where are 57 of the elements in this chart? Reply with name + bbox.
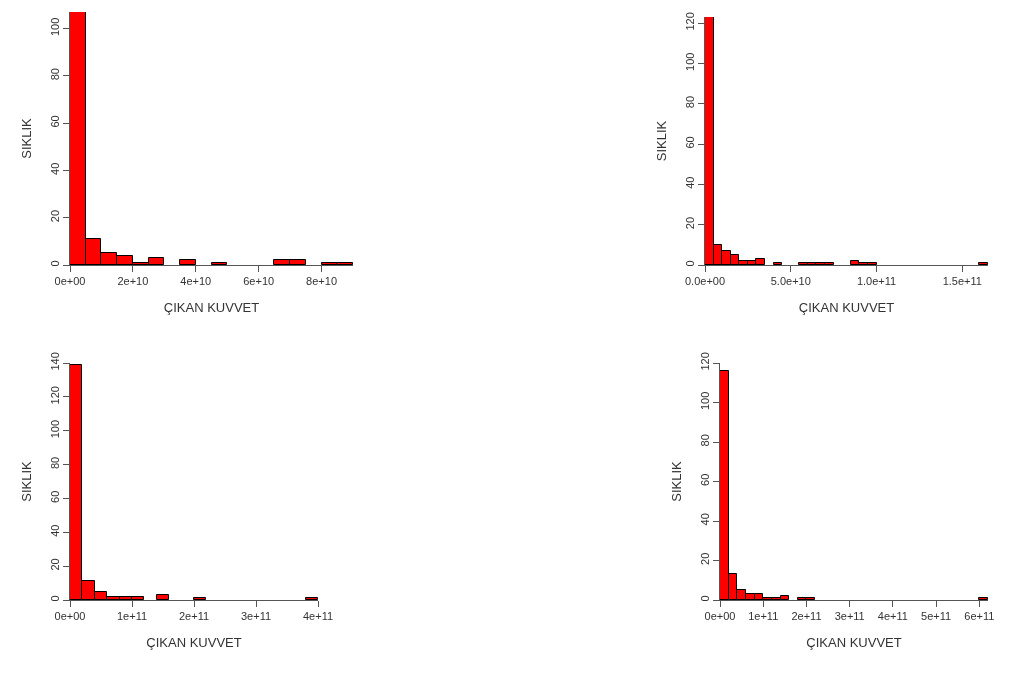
y-tick-label: 80 bbox=[48, 68, 61, 81]
y-tick-label: 120 bbox=[48, 386, 61, 405]
x-tick-label: 1.5e+11 bbox=[942, 275, 982, 288]
y-tick-label: 60 bbox=[48, 490, 61, 503]
x-tick-label: 0.0e+00 bbox=[684, 275, 726, 288]
x-tick-label: 0e+00 bbox=[54, 275, 86, 288]
y-tick-label: 0 bbox=[698, 595, 711, 602]
y-tick-label: 80 bbox=[698, 434, 711, 447]
x-tick-label: 0e+00 bbox=[704, 610, 736, 623]
x-tick-label: 1.0e+11 bbox=[856, 275, 897, 288]
y-tick-label: 100 bbox=[48, 419, 61, 439]
y-tick-label: 40 bbox=[48, 524, 61, 537]
y-tick-label: 40 bbox=[48, 162, 61, 175]
y-tick-label: 40 bbox=[698, 513, 711, 526]
x-axis-title: ÇIKAN KUVVET bbox=[798, 299, 895, 315]
y-tick-label: 80 bbox=[683, 95, 696, 109]
x-tick-label: 5.0e+10 bbox=[770, 275, 811, 288]
x-tick-label: 4e+11 bbox=[877, 610, 908, 623]
y-tick-label: 0 bbox=[683, 260, 696, 267]
x-tick-label: 2e+11 bbox=[791, 610, 822, 623]
y-tick-label: 60 bbox=[683, 136, 696, 149]
y-tick-label: 60 bbox=[48, 115, 61, 128]
y-tick-label: 80 bbox=[48, 456, 61, 470]
x-tick-label: 1e+11 bbox=[116, 610, 148, 623]
x-tick-label: 3e+11 bbox=[834, 610, 865, 623]
x-tick-label: 5e+11 bbox=[921, 610, 952, 623]
y-tick-label: 100 bbox=[698, 391, 711, 411]
y-tick-label: 140 bbox=[48, 352, 61, 371]
y-tick-label: 100 bbox=[48, 17, 61, 37]
y-tick-label: 20 bbox=[698, 552, 711, 565]
x-tick-label: 4e+10 bbox=[180, 275, 212, 288]
x-tick-label: 0e+00 bbox=[54, 610, 86, 623]
x-axis-title: ÇIKAN KUVVET bbox=[806, 634, 902, 650]
y-axis-title: SIKLIK bbox=[18, 117, 34, 159]
y-tick-label: 20 bbox=[48, 209, 61, 223]
y-tick-label: 0 bbox=[48, 260, 61, 267]
y-tick-label: 60 bbox=[698, 473, 711, 486]
y-tick-label: 20 bbox=[683, 216, 696, 230]
x-tick-label: 2e+11 bbox=[178, 610, 210, 623]
y-tick-label: 120 bbox=[683, 12, 696, 31]
x-tick-label: 6e+10 bbox=[243, 275, 275, 288]
y-tick-label: 40 bbox=[683, 176, 696, 189]
y-axis-title: SIKLIK bbox=[653, 120, 669, 162]
y-tick-label: 0 bbox=[48, 595, 61, 602]
y-tick-label: 120 bbox=[698, 352, 711, 371]
x-axis-title: ÇIKAN KUVVET bbox=[146, 634, 242, 650]
x-tick-label: 1e+11 bbox=[748, 610, 779, 623]
x-tick-label: 8e+10 bbox=[306, 275, 338, 288]
y-axis-title: SIKLIK bbox=[18, 460, 34, 502]
y-tick-label: 20 bbox=[48, 558, 61, 571]
x-tick-label: 3e+11 bbox=[240, 610, 272, 623]
x-axis-title: ÇIKAN KUVVET bbox=[163, 299, 260, 315]
y-tick-label: 100 bbox=[683, 52, 696, 71]
x-tick-label: 2e+10 bbox=[117, 275, 149, 288]
x-tick-label: 4e+11 bbox=[302, 610, 334, 623]
y-axis-title: SIKLIK bbox=[668, 460, 684, 502]
x-tick-label: 6e+11 bbox=[964, 610, 995, 623]
